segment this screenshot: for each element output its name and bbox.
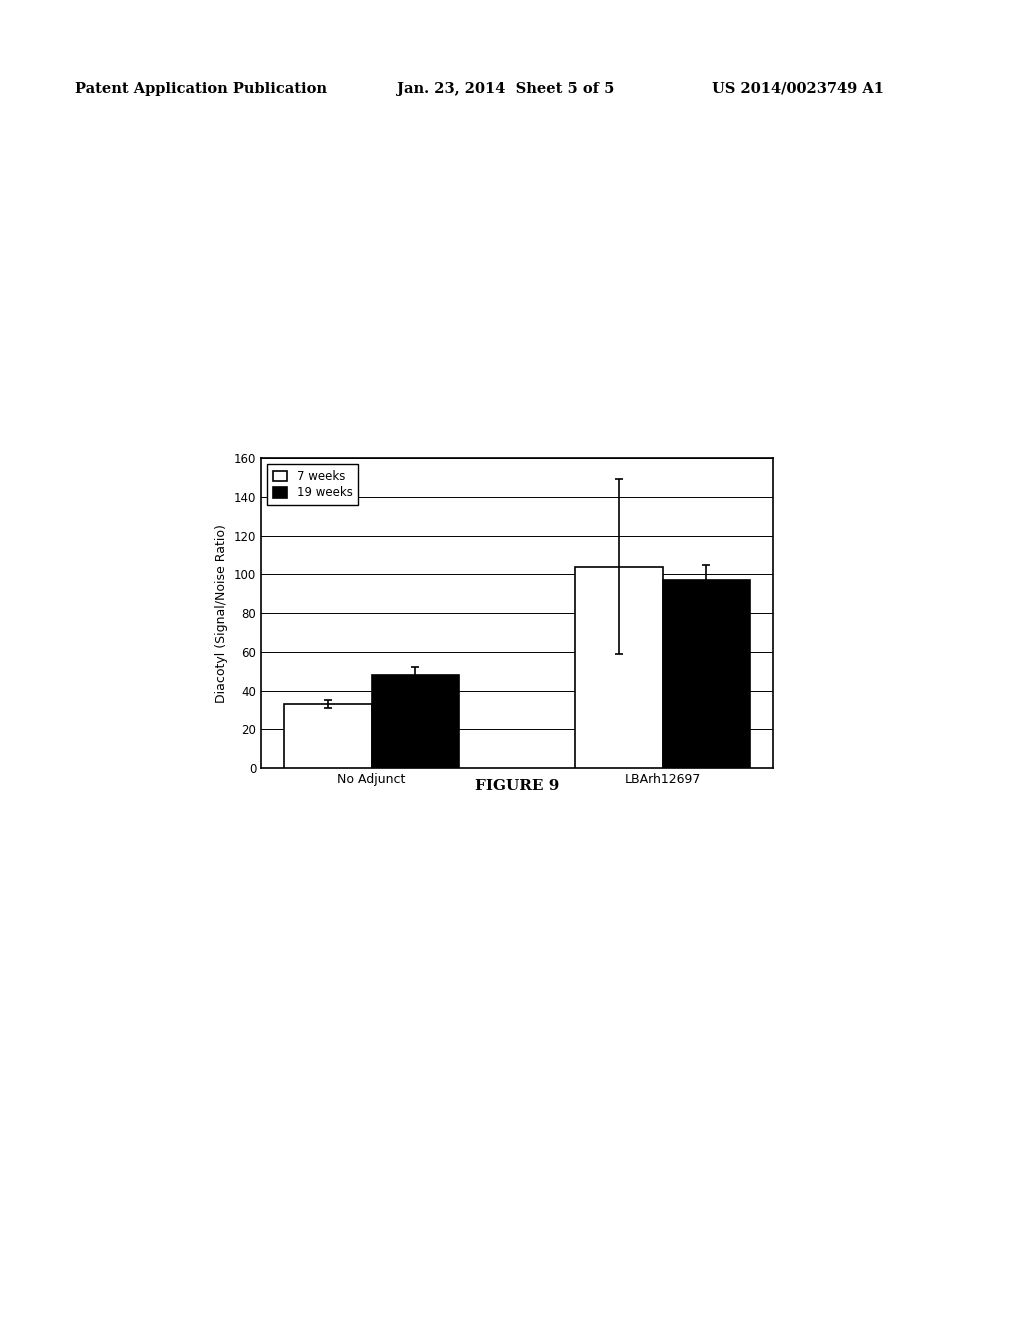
Bar [372, 675, 459, 768]
Bar [663, 581, 750, 768]
Text: FIGURE 9: FIGURE 9 [475, 779, 559, 793]
Bar [285, 705, 372, 768]
Y-axis label: Diacotyl (Signal/Noise Ratio): Diacotyl (Signal/Noise Ratio) [215, 524, 228, 702]
Text: Patent Application Publication: Patent Application Publication [75, 82, 327, 96]
Text: US 2014/0023749 A1: US 2014/0023749 A1 [712, 82, 884, 96]
Text: Jan. 23, 2014  Sheet 5 of 5: Jan. 23, 2014 Sheet 5 of 5 [397, 82, 614, 96]
Legend: 7 weeks, 19 weeks: 7 weeks, 19 weeks [267, 463, 358, 506]
Bar [575, 566, 663, 768]
